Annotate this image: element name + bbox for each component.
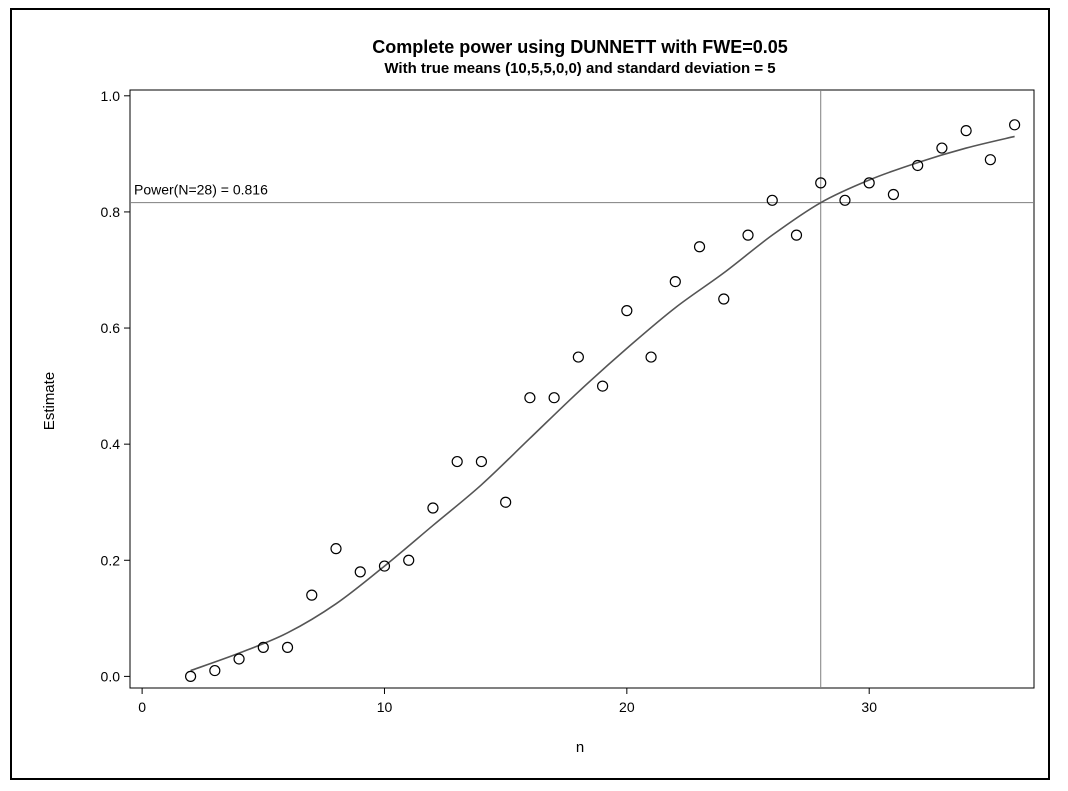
x-tick-label: 30 [861,699,877,715]
data-point [330,543,342,555]
data-point [839,194,851,206]
data-point [548,392,560,404]
data-point [936,142,948,154]
x-axis-label: n [576,739,584,756]
x-tick-label: 0 [138,699,146,715]
data-point [209,664,221,677]
data-point [718,293,730,305]
chart-frame: Complete power using DUNNETT with FWE=0.… [10,8,1050,780]
y-tick-label: 0.0 [101,668,121,684]
data-point [645,351,657,363]
y-tick-label: 0.6 [101,320,121,336]
plot-area: 0.0 0.2 0.4 0.6 0.8 1.0 0 10 20 30 Power(N=28) = 0… [101,88,1035,715]
data-point [863,177,875,189]
x-tick-label: 20 [619,699,635,715]
data-point [524,392,536,404]
data-point [669,275,681,288]
plot-border [129,89,1035,689]
x-tick-label: 10 [377,699,393,715]
data-point [693,241,706,253]
reference-label: Power(N=28) = 0.816 [134,182,268,198]
chart-subtitle: With true means (10,5,5,0,0) and standar… [384,60,775,77]
data-point [887,188,900,201]
data-point [378,560,391,572]
data-point [354,566,366,578]
data-point [766,194,778,206]
power-chart: Complete power using DUNNETT with FWE=0.… [41,37,1035,756]
data-point [184,670,197,682]
y-tick-label: 0.4 [101,436,121,452]
data-point [960,125,972,137]
data-point [257,641,269,653]
y-tick-label: 0.8 [101,204,121,220]
data-point [815,177,827,189]
y-axis-label: Estimate [41,372,58,430]
data-point [621,305,633,317]
data-point [233,653,245,665]
data-point [451,455,463,468]
fit-line [190,135,1015,672]
data-point [597,380,609,392]
y-tick-label: 1.0 [101,88,121,104]
data-point [475,455,488,468]
data-point [403,554,415,566]
data-point [984,154,996,166]
data-point [1009,119,1021,131]
data-point [281,641,294,653]
data-point [572,351,584,363]
chart-title: Complete power using DUNNETT with FWE=0.… [372,37,788,57]
data-point [306,589,318,601]
data-point [912,159,924,172]
data-point [790,229,803,241]
data-point [500,496,512,508]
data-point [427,502,439,514]
data-point [742,229,754,241]
y-tick-label: 0.2 [101,552,121,568]
